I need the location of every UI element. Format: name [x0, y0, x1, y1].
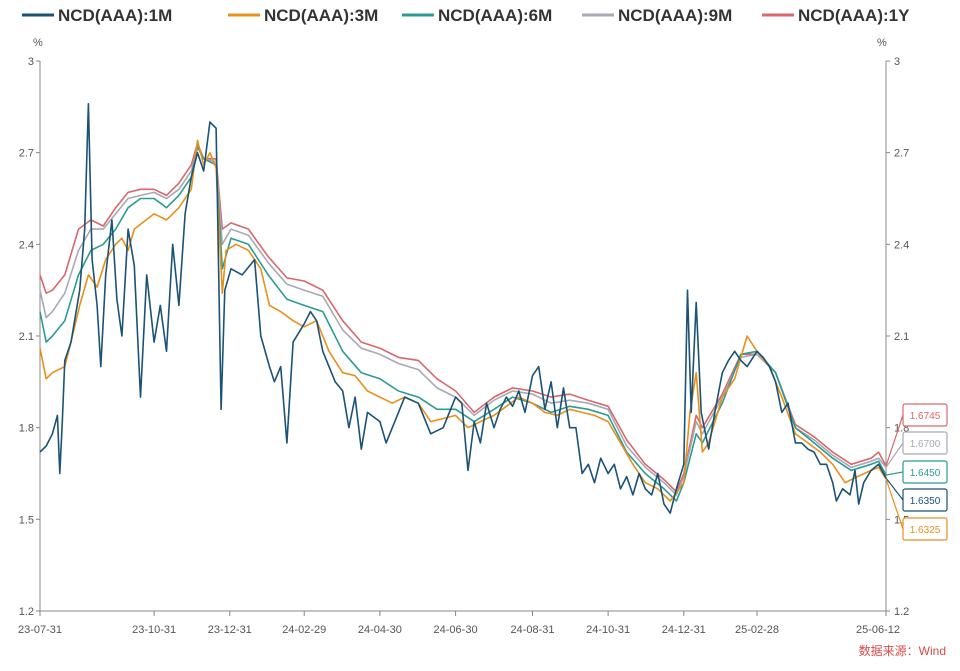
y-tick-label-left: 3 [28, 56, 34, 68]
legend-item[interactable]: NCD(AAA):9M [582, 6, 732, 25]
x-tick-label: 24-06-30 [434, 624, 478, 636]
legend: NCD(AAA):1M NCD(AAA):3M NCD(AAA):6M NCD(AAA… [22, 6, 910, 25]
end-label-leader [885, 478, 904, 530]
end-label-leader [885, 477, 904, 501]
y-tick-label-left: 2.1 [19, 331, 34, 343]
end-label-box [902, 431, 948, 455]
series-line-ncd-aaa-1y [39, 142, 887, 493]
axis-ticks: 1.2 1.21.5 1.51.8 1.82.1 2.12.4 2.42.7 2.73 323… [18, 56, 909, 636]
y-tick-label-right: 1.2 [894, 606, 909, 618]
y-tick-label-left: 1.5 [19, 514, 34, 526]
legend-label: NCD(AAA):1M [58, 6, 172, 25]
legend-label: NCD(AAA):6M [438, 6, 552, 25]
end-label-leader [885, 414, 904, 467]
end-value-label: 1.6350 [885, 477, 948, 512]
end-labels: 1.6745 1.6700 1.6450 1.6350 1.6325 [885, 403, 948, 541]
y-tick-label-left: 2.7 [19, 148, 34, 160]
legend-label: NCD(AAA):1Y [798, 6, 910, 25]
y-tick-label-right: 3 [894, 56, 900, 68]
end-value-label: 1.6700 [885, 431, 948, 468]
legend-item[interactable]: NCD(AAA):3M [228, 6, 378, 25]
y-tick-label-left: 1.8 [19, 423, 34, 435]
end-value-label: 1.6325 [885, 478, 948, 541]
end-label-leader [885, 471, 904, 476]
y-tick-label-left: 1.2 [19, 606, 34, 618]
x-tick-label: 24-04-30 [358, 624, 402, 636]
x-tick-label: 24-12-31 [662, 624, 706, 636]
y-tick-label-right: 2.4 [894, 239, 909, 251]
x-tick-label: 23-07-31 [18, 624, 62, 636]
series-line-ncd-aaa-9m [39, 145, 887, 496]
end-value-label: 1.6745 [885, 403, 948, 467]
end-label-value: 1.6745 [910, 411, 941, 422]
x-tick-label: 24-08-31 [510, 624, 554, 636]
end-label-value: 1.6450 [910, 468, 941, 479]
y-axis-unit-right: % [877, 37, 887, 49]
y-tick-label-left: 2.4 [19, 239, 34, 251]
end-label-box [902, 488, 948, 512]
y-axis-unit-left: % [33, 37, 43, 49]
x-tick-label: 24-02-29 [282, 624, 326, 636]
legend-item[interactable]: NCD(AAA):1M [22, 6, 172, 25]
legend-item[interactable]: NCD(AAA):6M [402, 6, 552, 25]
legend-label: NCD(AAA):9M [618, 6, 732, 25]
end-label-box [902, 460, 948, 484]
y-tick-label-right: 2.1 [894, 331, 909, 343]
end-label-box [902, 517, 948, 541]
x-tick-label: 25-06-12 [856, 624, 900, 636]
end-label-value: 1.6700 [910, 439, 941, 450]
x-tick-label: 25-02-28 [735, 624, 779, 636]
legend-label: NCD(AAA):3M [264, 6, 378, 25]
axes: % % [33, 37, 887, 612]
end-value-label: 1.6450 [885, 460, 948, 484]
x-tick-label: 23-10-31 [132, 624, 176, 636]
end-label-value: 1.6325 [910, 525, 941, 536]
series-layer [39, 103, 887, 514]
series-line-ncd-aaa-3m [39, 139, 887, 502]
x-tick-label: 24-10-31 [586, 624, 630, 636]
series-line-ncd-aaa-6m [39, 145, 887, 502]
end-label-box [902, 403, 948, 427]
end-label-value: 1.6350 [910, 496, 941, 507]
y-tick-label-right: 2.7 [894, 148, 909, 160]
end-label-leader [885, 442, 904, 468]
x-tick-label: 23-12-31 [208, 624, 252, 636]
legend-item[interactable]: NCD(AAA):1Y [762, 6, 910, 25]
series-line-ncd-aaa-1m [39, 103, 887, 514]
source-note: 数据来源：Wind [859, 643, 946, 658]
